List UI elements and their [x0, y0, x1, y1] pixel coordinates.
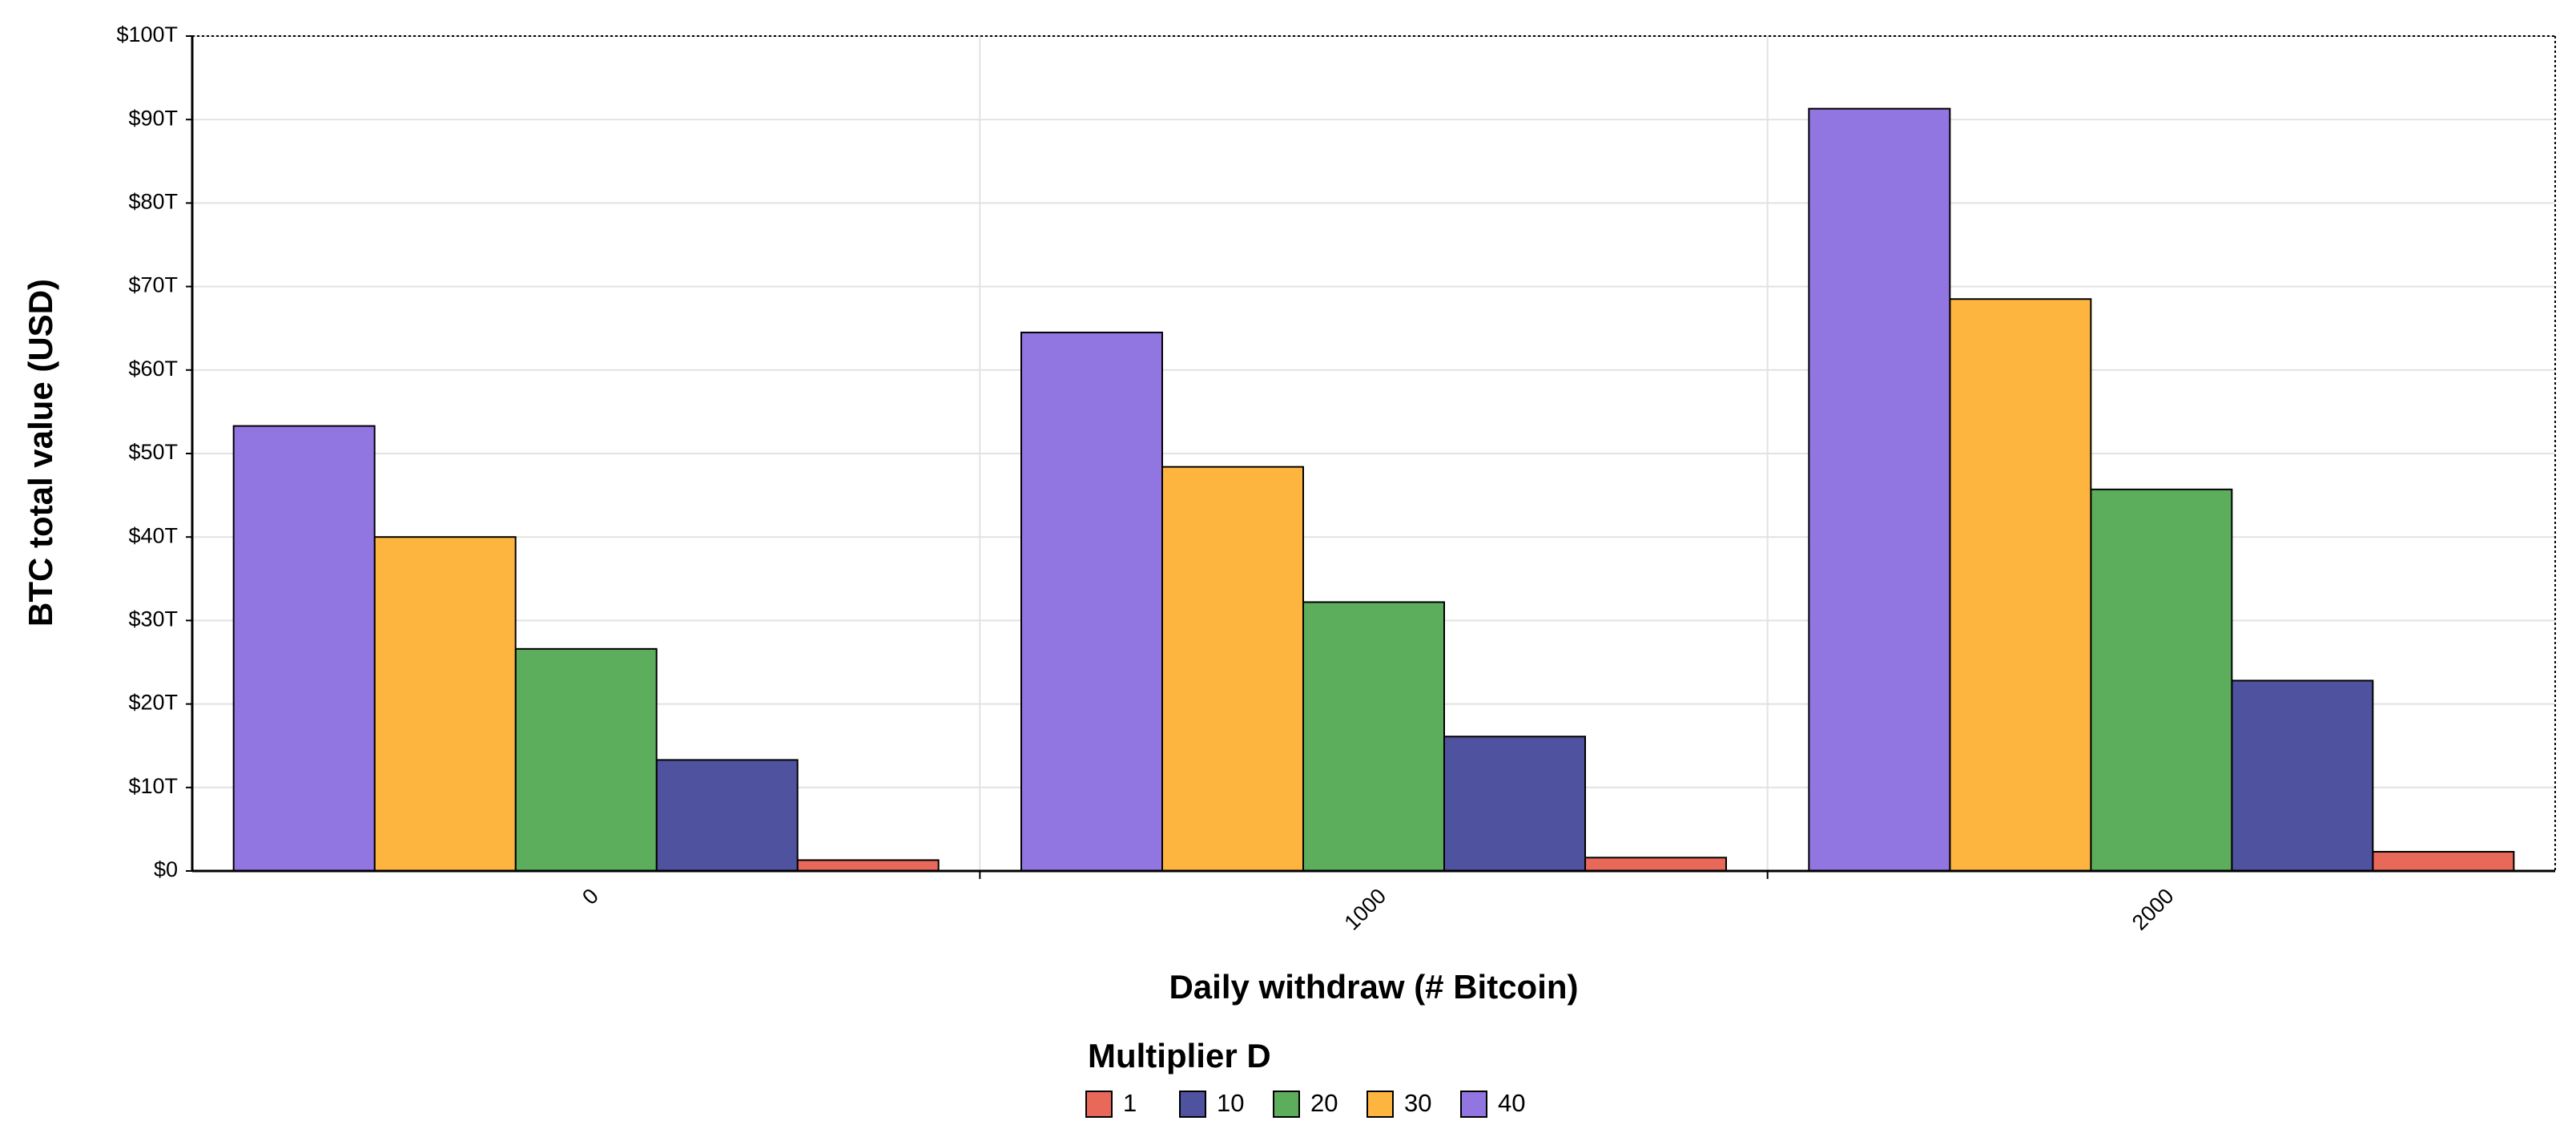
legend-swatch — [1460, 1091, 1487, 1118]
bar — [1020, 331, 1163, 873]
y-axis-title: BTC total value (USD) — [22, 279, 59, 627]
bar — [796, 859, 940, 872]
legend-label: 20 — [1310, 1089, 1338, 1117]
y-tick-label: $30T — [128, 607, 178, 631]
bar — [514, 647, 658, 872]
legend-swatch — [1273, 1091, 1300, 1118]
legend-swatch — [1366, 1091, 1394, 1118]
y-tick-label: $80T — [128, 190, 178, 214]
legend-label: 1 — [1123, 1089, 1137, 1117]
bar — [1443, 736, 1586, 872]
bar — [1584, 857, 1727, 873]
y-tick-label: $20T — [128, 691, 178, 715]
legend-title: Multiplier D — [1088, 1037, 1271, 1074]
y-tick-label: $10T — [128, 774, 178, 798]
legend-swatch — [1085, 1091, 1113, 1118]
bar — [1949, 298, 2092, 873]
bar — [232, 425, 376, 872]
y-tick-label: $90T — [128, 106, 178, 130]
bar — [373, 536, 517, 872]
bar — [655, 759, 799, 872]
y-tick-label: $40T — [128, 523, 178, 547]
bar — [2231, 679, 2374, 873]
y-tick-label: $70T — [128, 273, 178, 297]
y-tick-label: $60T — [128, 357, 178, 381]
bar — [1808, 107, 1951, 873]
y-tick-label: $50T — [128, 440, 178, 464]
bar — [2090, 488, 2233, 873]
y-tick-label: $0 — [154, 857, 178, 881]
legend-swatch — [1179, 1091, 1206, 1118]
bar — [1161, 466, 1304, 872]
x-axis-title: Daily withdraw (# Bitcoin) — [1169, 968, 1578, 1006]
legend-label: 10 — [1217, 1089, 1244, 1117]
legend-label: 40 — [1498, 1089, 1525, 1117]
bar — [1302, 601, 1445, 872]
bar — [2372, 851, 2515, 873]
legend-label: 30 — [1404, 1089, 1431, 1117]
y-tick-label: $100T — [116, 22, 178, 46]
